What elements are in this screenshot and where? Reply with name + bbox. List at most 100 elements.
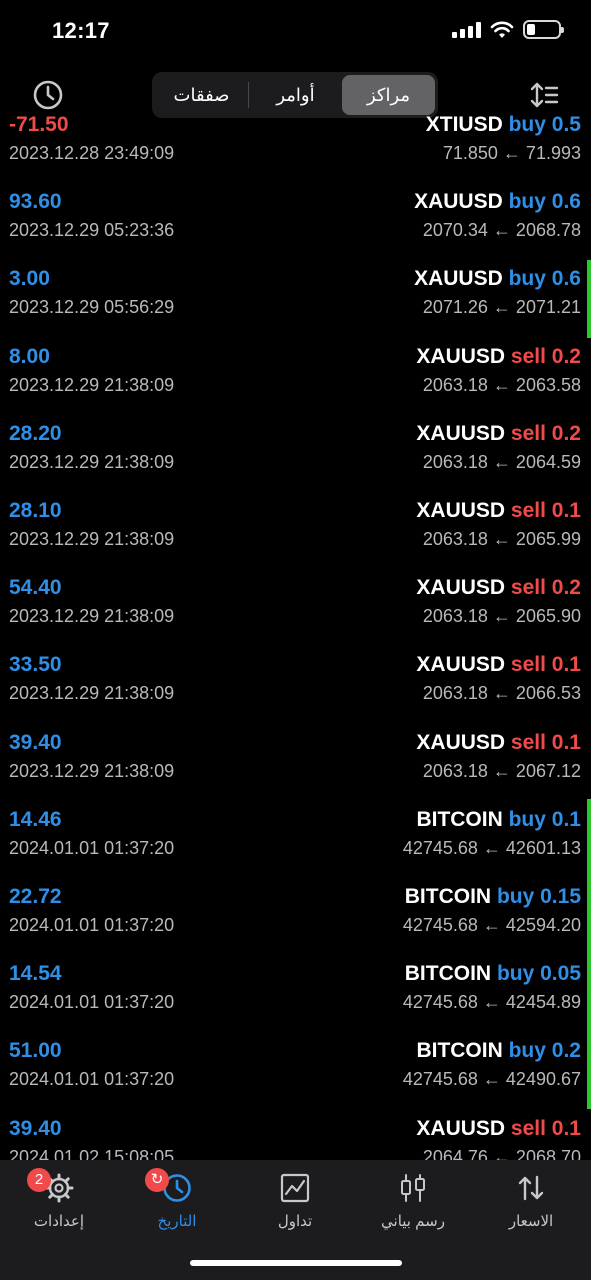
status-time: 12:17 xyxy=(52,18,110,44)
history-tab-icon-wrap: ↻ xyxy=(161,1172,193,1204)
position-prices: 71.850 ← 71.993 xyxy=(443,143,581,164)
tab-trade-label: تداول xyxy=(240,1212,350,1230)
tab-chart-label: رسم بياني xyxy=(358,1212,468,1230)
position-row[interactable]: 8.00 2023.12.29 21:38:09 XAUUSD sell 0.2 20… xyxy=(0,339,591,416)
tab-trade[interactable]: تداول xyxy=(240,1172,350,1232)
history-refresh-badge: ↻ xyxy=(145,1168,169,1192)
positions-list: -71.50 2023.12.28 23:49:09 XTIUSD buy 0.5 7… xyxy=(0,115,591,1160)
quotes-arrows-icon xyxy=(515,1172,547,1204)
position-row[interactable]: 28.10 2023.12.29 21:38:09 XAUUSD sell 0.1 2… xyxy=(0,493,591,570)
position-row[interactable]: 33.50 2023.12.29 21:38:09 XAUUSD sell 0.1 2… xyxy=(0,647,591,724)
position-profit: 93.60 xyxy=(9,190,62,214)
trade-line-chart-icon xyxy=(279,1172,311,1204)
position-profit: 28.10 xyxy=(9,499,62,523)
tab-settings-label: إعدادات xyxy=(4,1212,114,1230)
position-header: BITCOIN buy 0.2 xyxy=(416,1039,581,1063)
position-side: buy xyxy=(509,267,546,290)
position-row[interactable]: 14.46 2024.01.01 01:37:20 BITCOIN buy 0.1 4… xyxy=(0,802,591,879)
position-row[interactable]: 14.54 2024.01.01 01:37:20 BITCOIN buy 0.05… xyxy=(0,956,591,1033)
position-row[interactable]: 22.72 2024.01.01 01:37:20 BITCOIN buy 0.15… xyxy=(0,879,591,956)
position-row[interactable]: 39.40 2024.01.02 15:08:05 XAUUSD sell 0.1 2… xyxy=(0,1111,591,1160)
position-side: sell xyxy=(511,653,546,676)
position-symbol: XAUUSD xyxy=(416,576,505,599)
position-volume: 0.1 xyxy=(552,653,581,676)
home-indicator xyxy=(190,1260,402,1266)
position-header: BITCOIN buy 0.15 xyxy=(405,885,581,909)
position-symbol: XTIUSD xyxy=(426,115,503,136)
position-header: XAUUSD buy 0.6 xyxy=(414,267,581,291)
position-open-time: 2023.12.29 21:38:09 xyxy=(9,375,174,396)
tab-settings[interactable]: 2 إعدادات xyxy=(4,1172,114,1232)
position-side: buy xyxy=(497,885,534,908)
position-symbol: XAUUSD xyxy=(414,267,503,290)
position-prices: 42745.68 ← 42490.67 xyxy=(403,1069,581,1090)
position-volume: 0.6 xyxy=(552,190,581,213)
cellular-signal-icon xyxy=(452,22,481,38)
position-header: XTIUSD buy 0.5 xyxy=(426,115,581,137)
position-volume: 0.1 xyxy=(552,808,581,831)
tab-history[interactable]: ↻ التاريخ xyxy=(122,1172,232,1232)
tab-quotes-label: الاسعار xyxy=(476,1212,586,1230)
position-row[interactable]: 51.00 2024.01.01 01:37:20 BITCOIN buy 0.2 4… xyxy=(0,1033,591,1110)
position-header: XAUUSD sell 0.1 xyxy=(416,499,581,523)
position-prices: 2063.18 ← 2066.53 xyxy=(423,683,581,704)
position-symbol: XAUUSD xyxy=(414,190,503,213)
history-clock-icon[interactable] xyxy=(31,78,65,112)
segment-positions[interactable]: مراكز xyxy=(342,75,435,115)
position-profit: 39.40 xyxy=(9,731,62,755)
position-row[interactable]: 28.20 2023.12.29 21:38:09 XAUUSD sell 0.2 2… xyxy=(0,416,591,493)
position-open-time: 2023.12.29 21:38:09 xyxy=(9,683,174,704)
position-prices: 2063.18 ← 2067.12 xyxy=(423,761,581,782)
position-side: sell xyxy=(511,1117,546,1140)
position-prices: 2071.26 ← 2071.21 xyxy=(423,297,581,318)
sort-icon[interactable] xyxy=(529,80,559,110)
tab-chart[interactable]: رسم بياني xyxy=(358,1172,468,1232)
position-volume: 0.15 xyxy=(540,885,581,908)
position-symbol: XAUUSD xyxy=(416,345,505,368)
position-side: sell xyxy=(511,422,546,445)
position-open-time: 2023.12.29 21:38:09 xyxy=(9,606,174,627)
position-side: buy xyxy=(509,808,546,831)
segment-deals[interactable]: صفقات xyxy=(155,75,248,115)
segment-orders[interactable]: أوامر xyxy=(249,75,342,115)
position-open-time: 2023.12.28 23:49:09 xyxy=(9,143,174,164)
position-volume: 0.2 xyxy=(552,576,581,599)
position-side: buy xyxy=(497,962,534,985)
position-profit: 33.50 xyxy=(9,653,62,677)
tab-quotes[interactable]: الاسعار xyxy=(476,1172,586,1232)
position-row[interactable]: 54.40 2023.12.29 21:38:09 XAUUSD sell 0.2 2… xyxy=(0,570,591,647)
position-volume: 0.2 xyxy=(552,1039,581,1062)
position-profit: 14.46 xyxy=(9,808,62,832)
position-side: buy xyxy=(509,190,546,213)
battery-icon xyxy=(523,20,561,39)
position-volume: 0.2 xyxy=(552,345,581,368)
position-symbol: BITCOIN xyxy=(405,962,491,985)
position-profit: 3.00 xyxy=(9,267,50,291)
position-open-time: 2024.01.02 15:08:05 xyxy=(9,1147,174,1160)
position-symbol: BITCOIN xyxy=(416,808,502,831)
position-profit: 22.72 xyxy=(9,885,62,909)
status-icons xyxy=(452,20,561,39)
position-profit: 8.00 xyxy=(9,345,50,369)
position-header: XAUUSD sell 0.2 xyxy=(416,345,581,369)
settings-notification-badge: 2 xyxy=(27,1168,51,1192)
position-row[interactable]: 93.60 2023.12.29 05:23:36 XAUUSD buy 0.6 20… xyxy=(0,184,591,261)
position-row[interactable]: 39.40 2023.12.29 21:38:09 XAUUSD sell 0.1 2… xyxy=(0,725,591,802)
position-header: XAUUSD sell 0.2 xyxy=(416,576,581,600)
position-profit: 28.20 xyxy=(9,422,62,446)
position-symbol: XAUUSD xyxy=(416,1117,505,1140)
position-prices: 42745.68 ← 42594.20 xyxy=(403,915,581,936)
position-prices: 2063.18 ← 2065.90 xyxy=(423,606,581,627)
position-row[interactable]: -71.50 2023.12.28 23:49:09 XTIUSD buy 0.5 7… xyxy=(0,115,591,184)
position-open-time: 2023.12.29 21:38:09 xyxy=(9,529,174,550)
position-open-time: 2023.12.29 05:23:36 xyxy=(9,220,174,241)
position-header: BITCOIN buy 0.05 xyxy=(405,962,581,986)
position-header: BITCOIN buy 0.1 xyxy=(416,808,581,832)
position-open-time: 2024.01.01 01:37:20 xyxy=(9,915,174,936)
position-symbol: XAUUSD xyxy=(416,422,505,445)
position-side: sell xyxy=(511,345,546,368)
position-row[interactable]: 3.00 2023.12.29 05:56:29 XAUUSD buy 0.6 207… xyxy=(0,261,591,338)
position-prices: 42745.68 ← 42601.13 xyxy=(403,838,581,859)
position-symbol: XAUUSD xyxy=(416,731,505,754)
position-profit: 54.40 xyxy=(9,576,62,600)
